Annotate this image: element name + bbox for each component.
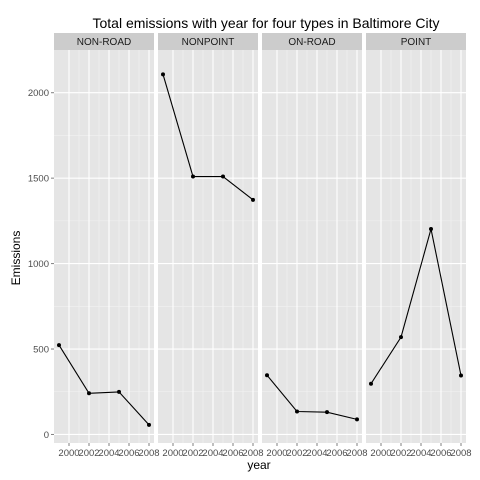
y-tick-label: 1000 [28,259,49,270]
y-axis: 0 500 1000 1500 2000 [28,88,54,441]
x-tick-label: 2008 [450,448,471,459]
y-tick-label: 2000 [28,88,49,99]
data-point [147,423,151,427]
facet-panel-on-road: ON-ROAD [262,33,362,443]
facet-strip-label: NONPOINT [182,37,235,48]
facet-strip-label: ON-ROAD [288,37,335,48]
data-point [221,175,225,179]
x-tick-label: 2002 [78,448,99,459]
chart-title: Total emissions with year for four types… [92,15,439,31]
x-tick-label: 2004 [306,448,327,459]
y-tick-label: 0 [44,430,49,441]
x-tick-label: 2002 [286,448,307,459]
data-point [57,343,61,347]
x-tick-label: 2008 [138,448,159,459]
x-tick-label: 2006 [222,448,243,459]
y-tick-label: 500 [33,345,49,356]
x-tick-label: 2000 [370,448,391,459]
x-tick-label: 2006 [326,448,347,459]
y-tick-label: 1500 [28,174,49,185]
data-point [459,374,463,378]
facet-panel-non-road: NON-ROAD [54,33,154,443]
facet-strip-label: NON-ROAD [77,37,131,48]
data-point [369,382,373,386]
x-tick-label: 2004 [202,448,223,459]
facet-strip-label: POINT [401,37,432,48]
x-tick-label: 2002 [390,448,411,459]
facet-panels: NON-ROAD NONPOINT ON-ROAD POINT [54,33,466,443]
data-point [429,227,433,231]
facet-panel-nonpoint: NONPOINT [158,33,258,443]
facet-panel-point: POINT [366,33,466,443]
x-tick-label: 2000 [162,448,183,459]
x-tick-label: 2004 [410,448,431,459]
x-tick-label: 2008 [346,448,367,459]
data-point [161,72,165,76]
x-axis-title: year [247,458,270,472]
x-tick-label: 2006 [118,448,139,459]
data-point [325,410,329,414]
data-point [251,198,255,202]
data-point [399,335,403,339]
x-tick-label: 2004 [98,448,119,459]
x-tick-label: 2002 [182,448,203,459]
data-point [191,175,195,179]
data-point [87,391,91,395]
data-point [355,417,359,421]
data-point [265,373,269,377]
data-point [117,390,121,394]
x-tick-label: 2000 [58,448,79,459]
y-axis-title: Emissions [9,231,23,286]
x-tick-label: 2006 [430,448,451,459]
data-point [295,410,299,414]
